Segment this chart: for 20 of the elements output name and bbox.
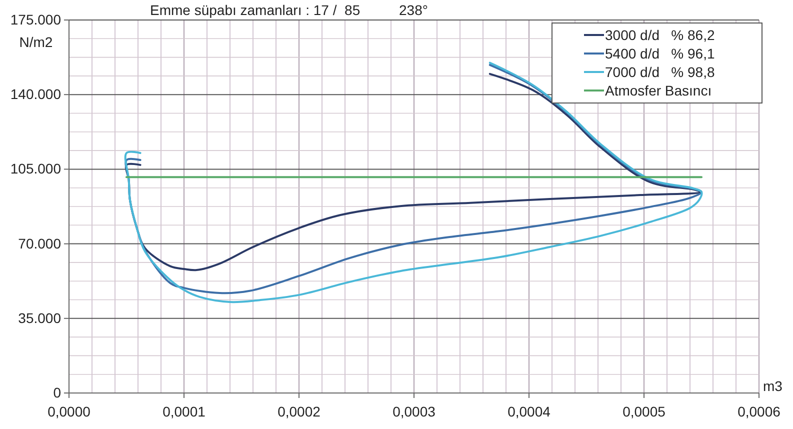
legend-label: 3000 d/d % 86,2 bbox=[605, 27, 715, 43]
legend-label: 7000 d/d % 98,8 bbox=[605, 64, 715, 80]
y-tick-label: 70.000 bbox=[18, 235, 62, 252]
y-tick-label: 105.000 bbox=[10, 160, 62, 177]
x-tick-label: 0,0003 bbox=[392, 403, 436, 420]
y-tick-label: 175.000 bbox=[10, 11, 62, 28]
x-tick-label: 0,0005 bbox=[622, 403, 666, 420]
y-tick-label: 35.000 bbox=[18, 310, 62, 326]
y-tick-label: 0 bbox=[53, 384, 62, 400]
legend-label: Atmosfer Basıncı bbox=[605, 82, 712, 98]
x-tick-label: 0,0000 bbox=[48, 403, 91, 420]
x-axis-title: m3 bbox=[763, 378, 783, 394]
y-axis-title: N/m2 bbox=[19, 34, 53, 50]
x-tick-label: 0,0006 bbox=[738, 403, 781, 420]
x-tick-label: 0,0001 bbox=[162, 403, 206, 420]
legend-label: 5400 d/d % 96,1 bbox=[605, 46, 715, 62]
x-tick-label: 0,0004 bbox=[508, 403, 551, 420]
x-tick-label: 0,0002 bbox=[278, 403, 321, 420]
y-tick-label: 140.000 bbox=[10, 86, 62, 102]
chart-title: Emme süpabı zamanları : 17 / 85 238° bbox=[150, 2, 428, 18]
